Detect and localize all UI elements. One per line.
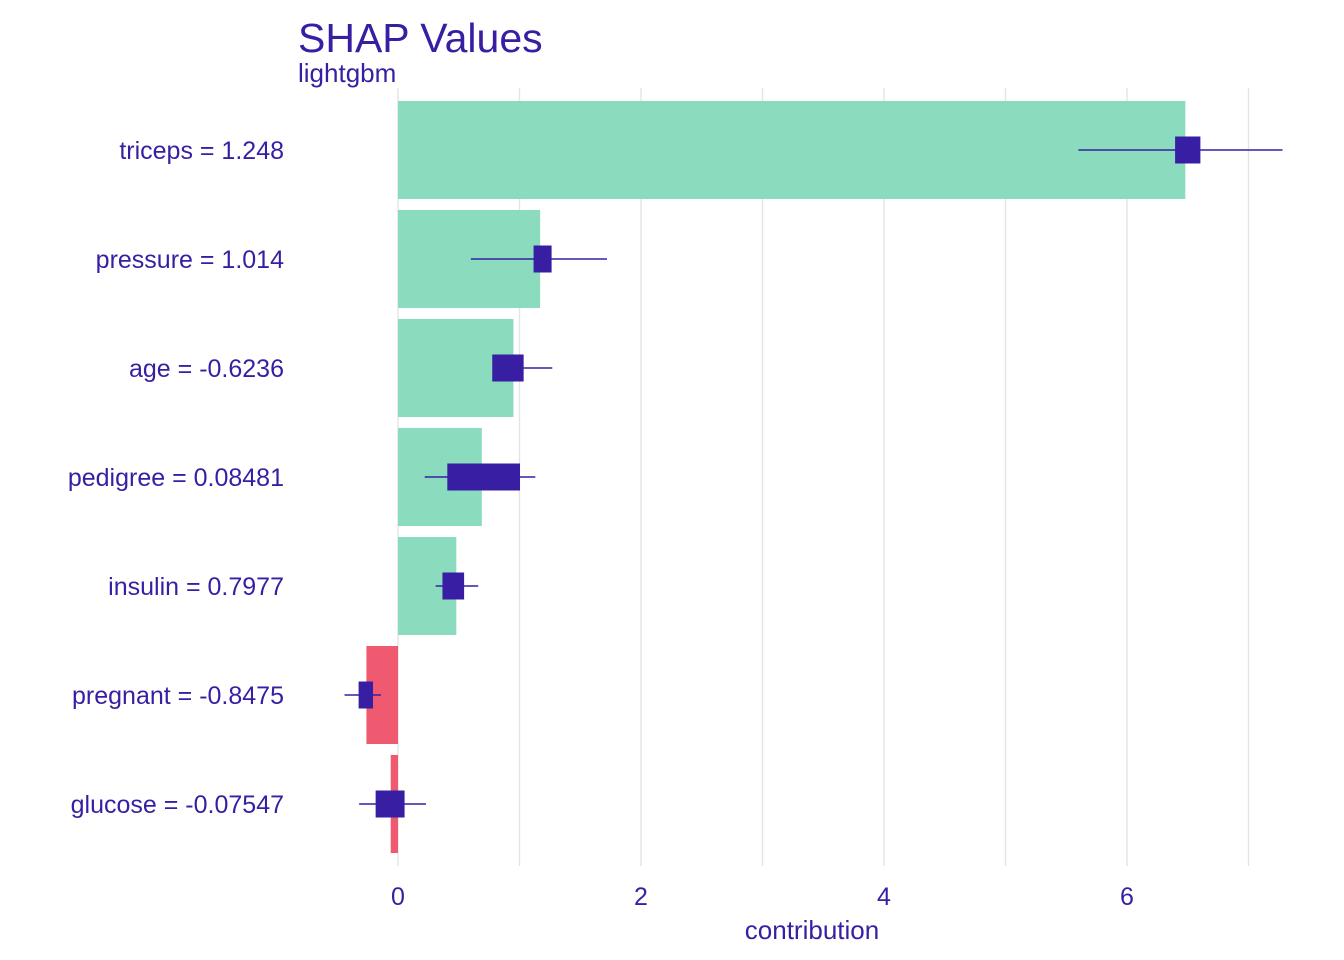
x-axis-ticks: 0 2 4 6 [391, 883, 1134, 911]
x-axis-title: contribution [745, 915, 879, 945]
boxplot-box [493, 355, 523, 381]
chart-title: SHAP Values [298, 15, 543, 61]
x-tick-label: 6 [1120, 883, 1134, 911]
y-axis-label: glucose = -0.07547 [71, 791, 284, 819]
y-axis-label: triceps = 1.248 [119, 137, 284, 165]
y-axis-label: pedigree = 0.08481 [68, 464, 284, 492]
y-axis-label: pressure = 1.014 [96, 246, 284, 274]
y-axis-label: age = -0.6236 [129, 355, 284, 383]
x-tick-label: 0 [391, 883, 405, 911]
chart-subtitle: lightgbm [298, 58, 396, 88]
x-tick-label: 2 [634, 883, 648, 911]
boxplot-box [534, 246, 551, 272]
boxplot-box [376, 791, 404, 817]
boxplot-box [443, 573, 464, 599]
boxplot-box [1176, 137, 1200, 163]
contribution-bar [398, 101, 1185, 199]
x-tick-label: 4 [877, 883, 891, 911]
y-axis-labels: triceps = 1.248 pressure = 1.014 age = -0.… [68, 137, 284, 819]
y-axis-label: pregnant = -0.8475 [72, 682, 284, 710]
y-axis-label: insulin = 0.7977 [108, 573, 284, 601]
boxplot-box [448, 464, 520, 490]
boxplot-box [359, 682, 372, 708]
